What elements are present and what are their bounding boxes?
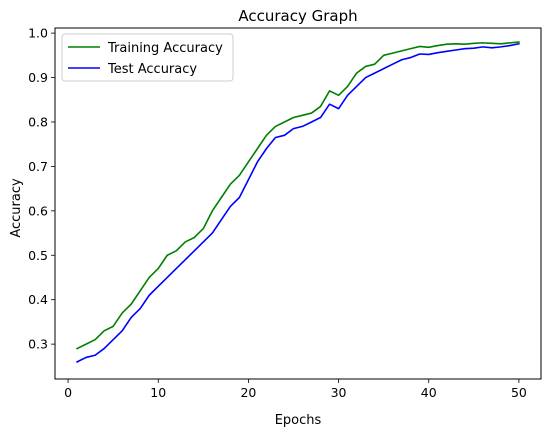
x-tick-label: 10 [150, 385, 166, 400]
y-tick-label: 0.6 [28, 203, 48, 218]
y-tick-label: 0.9 [28, 70, 48, 85]
y-tick-label: 0.7 [28, 159, 48, 174]
y-tick-label: 1.0 [28, 26, 48, 41]
x-tick-label: 50 [511, 385, 527, 400]
x-axis-label: Epochs [275, 413, 322, 428]
y-tick-label: 0.8 [28, 114, 48, 129]
plot-frame [54, 27, 542, 380]
series-line-test-accuracy [76, 42, 520, 363]
x-tick-label: 20 [240, 385, 256, 400]
series-line-training-accuracy [76, 41, 520, 350]
y-tick-label: 0.5 [28, 248, 48, 263]
y-axis-label: Accuracy [9, 178, 24, 238]
x-axis-ticks: 0 10 20 30 40 50 [64, 379, 527, 400]
y-axis-ticks: 0.3 0.4 0.5 0.6 0.7 0.8 0.9 1.0 [28, 26, 55, 352]
plot-content [76, 41, 520, 363]
x-tick-label: 30 [331, 385, 347, 400]
legend: Training Accuracy Test Accuracy [61, 33, 234, 82]
y-tick-label: 0.4 [28, 292, 48, 307]
y-tick-label: 0.3 [28, 337, 48, 352]
x-tick-label: 0 [64, 385, 72, 400]
legend-label: Test Accuracy [107, 62, 197, 77]
legend-box [61, 33, 234, 82]
legend-label: Training Accuracy [107, 41, 223, 56]
chart-title: Accuracy Graph [238, 7, 357, 25]
x-tick-label: 40 [421, 385, 437, 400]
